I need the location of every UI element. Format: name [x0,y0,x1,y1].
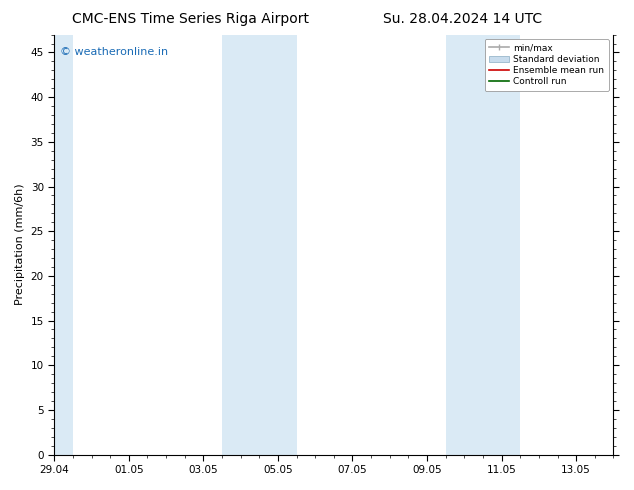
Text: CMC-ENS Time Series Riga Airport: CMC-ENS Time Series Riga Airport [72,12,309,26]
Bar [222,35,297,455]
Y-axis label: Precipitation (mm/6h): Precipitation (mm/6h) [15,184,25,305]
Bar [446,35,521,455]
Bar [36,35,73,455]
Text: © weatheronline.in: © weatheronline.in [60,47,168,57]
Legend: min/max, Standard deviation, Ensemble mean run, Controll run: min/max, Standard deviation, Ensemble me… [484,39,609,91]
Text: Su. 28.04.2024 14 UTC: Su. 28.04.2024 14 UTC [384,12,542,26]
